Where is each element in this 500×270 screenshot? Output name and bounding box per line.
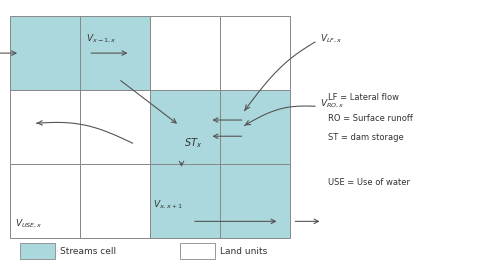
Bar: [150, 90, 220, 164]
Text: $ST_x$: $ST_x$: [184, 136, 202, 150]
Bar: [220, 90, 290, 164]
Text: Land units: Land units: [220, 247, 267, 256]
Text: LF = Lateral flow: LF = Lateral flow: [328, 93, 398, 102]
Bar: [80, 90, 150, 164]
Bar: [20, 243, 55, 259]
Text: RO = Surface runoff: RO = Surface runoff: [328, 114, 412, 123]
Bar: [80, 164, 150, 238]
Text: $V_{LF,x}$: $V_{LF,x}$: [320, 33, 342, 45]
Text: $V_{USE,x}$: $V_{USE,x}$: [15, 218, 43, 231]
Text: USE = Use of water: USE = Use of water: [328, 178, 409, 187]
Bar: [150, 164, 220, 238]
Text: $V_{x-1,x}$: $V_{x-1,x}$: [86, 33, 116, 45]
Text: $V_{x,x+1}$: $V_{x,x+1}$: [152, 198, 182, 211]
Bar: [180, 243, 215, 259]
Bar: [10, 90, 80, 164]
Bar: [220, 164, 290, 238]
Bar: [10, 164, 80, 238]
Text: Streams cell: Streams cell: [60, 247, 116, 256]
Bar: [10, 16, 80, 90]
Bar: [80, 16, 150, 90]
Bar: [220, 16, 290, 90]
Text: $V_{RO,x}$: $V_{RO,x}$: [320, 97, 344, 110]
Text: ST = dam storage: ST = dam storage: [328, 133, 403, 143]
Bar: [150, 16, 220, 90]
